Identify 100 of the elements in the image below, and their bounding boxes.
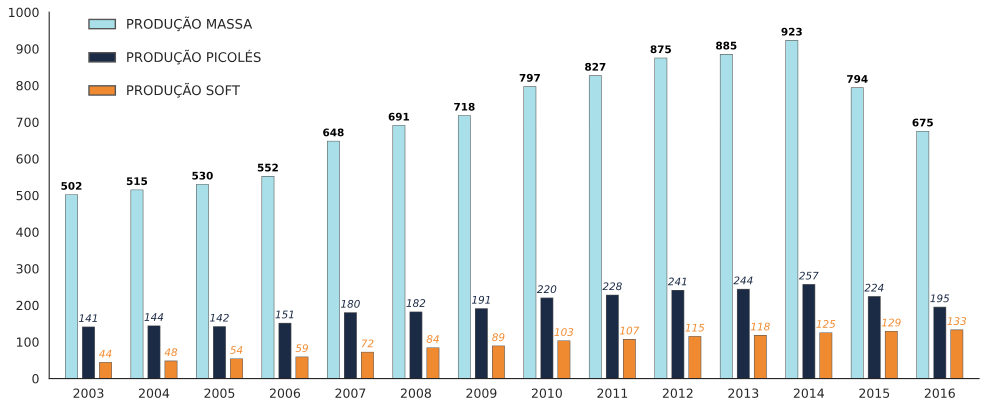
x-tick-label: 2009 [466,388,496,398]
data-label: 180 [340,300,360,308]
bar [622,339,636,379]
bar [736,288,750,379]
y-tick-label: 1000 [9,8,39,18]
data-label: 54 [230,346,242,354]
data-label: 182 [406,299,426,308]
bar [606,294,619,379]
data-label: 675 [912,118,933,126]
bar [296,356,308,379]
data-label: 195 [930,294,950,302]
data-label: 224 [864,284,884,292]
bar [754,335,767,379]
bar [540,298,554,379]
data-label: 885 [716,42,736,50]
x-tick-label: 2010 [532,388,562,398]
data-label: 118 [750,322,770,330]
data-label: 228 [602,282,622,290]
data-label: 648 [323,128,344,136]
bar [916,130,930,379]
data-label: 794 [847,75,868,83]
bar [213,326,226,379]
bar [850,87,864,379]
x-tick-label: 2007 [335,388,366,398]
bar [148,325,160,379]
bar [82,326,95,379]
x-tick-label: 2015 [859,388,890,398]
bar [164,360,178,379]
data-label: 552 [258,164,278,172]
bar [558,340,570,379]
bar [458,115,471,379]
bar [426,347,440,379]
data-label: 84 [426,335,439,343]
bar [130,190,144,379]
data-label: 133 [947,317,966,325]
bar [933,306,946,379]
y-tick-label: 300 [16,264,39,274]
data-label: 923 [781,28,802,36]
data-label: 107 [620,326,640,335]
bar [262,176,274,379]
y-tick-label: 900 [16,44,39,54]
x-tick-label: 2011 [597,388,628,398]
y-tick-label: 200 [16,300,39,310]
bar [819,332,832,379]
data-label: 59 [296,344,308,352]
x-tick-label: 2014 [794,388,824,398]
bar [410,312,422,379]
data-label: 797 [520,74,540,82]
legend-label: PRODUÇÃO MASSA [127,16,252,32]
y-tick-label: 500 [16,190,39,200]
bar [326,140,340,379]
bar [196,184,209,379]
data-label: 44 [99,350,112,358]
x-tick-label: 2003 [74,388,104,398]
data-label: 718 [454,102,475,111]
x-tick-label: 2006 [270,388,300,398]
x-tick-label: 2012 [662,388,693,398]
data-label: 827 [585,62,606,71]
bar [588,75,602,379]
bar [868,296,881,379]
y-tick-label: 800 [16,80,39,90]
data-label: 72 [362,339,374,348]
data-label: 220 [536,285,556,294]
data-label: 142 [210,314,229,322]
data-label: 191 [472,296,490,304]
data-label: 115 [685,324,704,332]
x-tick-label: 2008 [400,388,431,398]
data-label: 151 [276,310,294,318]
legend-label: PRODUÇÃO PICOLÉS [127,50,261,64]
bar [654,58,668,379]
y-tick-label: 0 [32,374,39,384]
data-label: 241 [668,278,686,286]
data-label: 244 [733,276,753,284]
bar [688,336,702,379]
data-label: 103 [554,328,574,336]
data-label: 144 [144,313,164,321]
bar [230,358,243,379]
bar [802,284,816,379]
legend-label: PRODUÇÃO SOFT [127,82,240,98]
data-label: 141 [79,314,97,322]
x-tick-label: 2013 [728,388,758,398]
data-label: 125 [816,320,836,328]
bar [361,352,374,379]
bar [785,40,798,379]
bar [99,362,112,379]
bar [65,194,78,379]
data-label: 129 [882,318,901,326]
bar [492,346,505,379]
bar [392,125,406,379]
data-label: 48 [164,348,178,356]
y-tick-label: 700 [16,118,39,128]
data-label: 530 [192,172,213,180]
bar [720,54,733,379]
bar [884,330,898,379]
bar [474,308,488,379]
bar [278,322,292,379]
data-label: 257 [798,272,819,280]
data-label: 515 [126,177,148,186]
data-label: 875 [650,45,671,54]
y-tick-label: 600 [16,154,39,164]
